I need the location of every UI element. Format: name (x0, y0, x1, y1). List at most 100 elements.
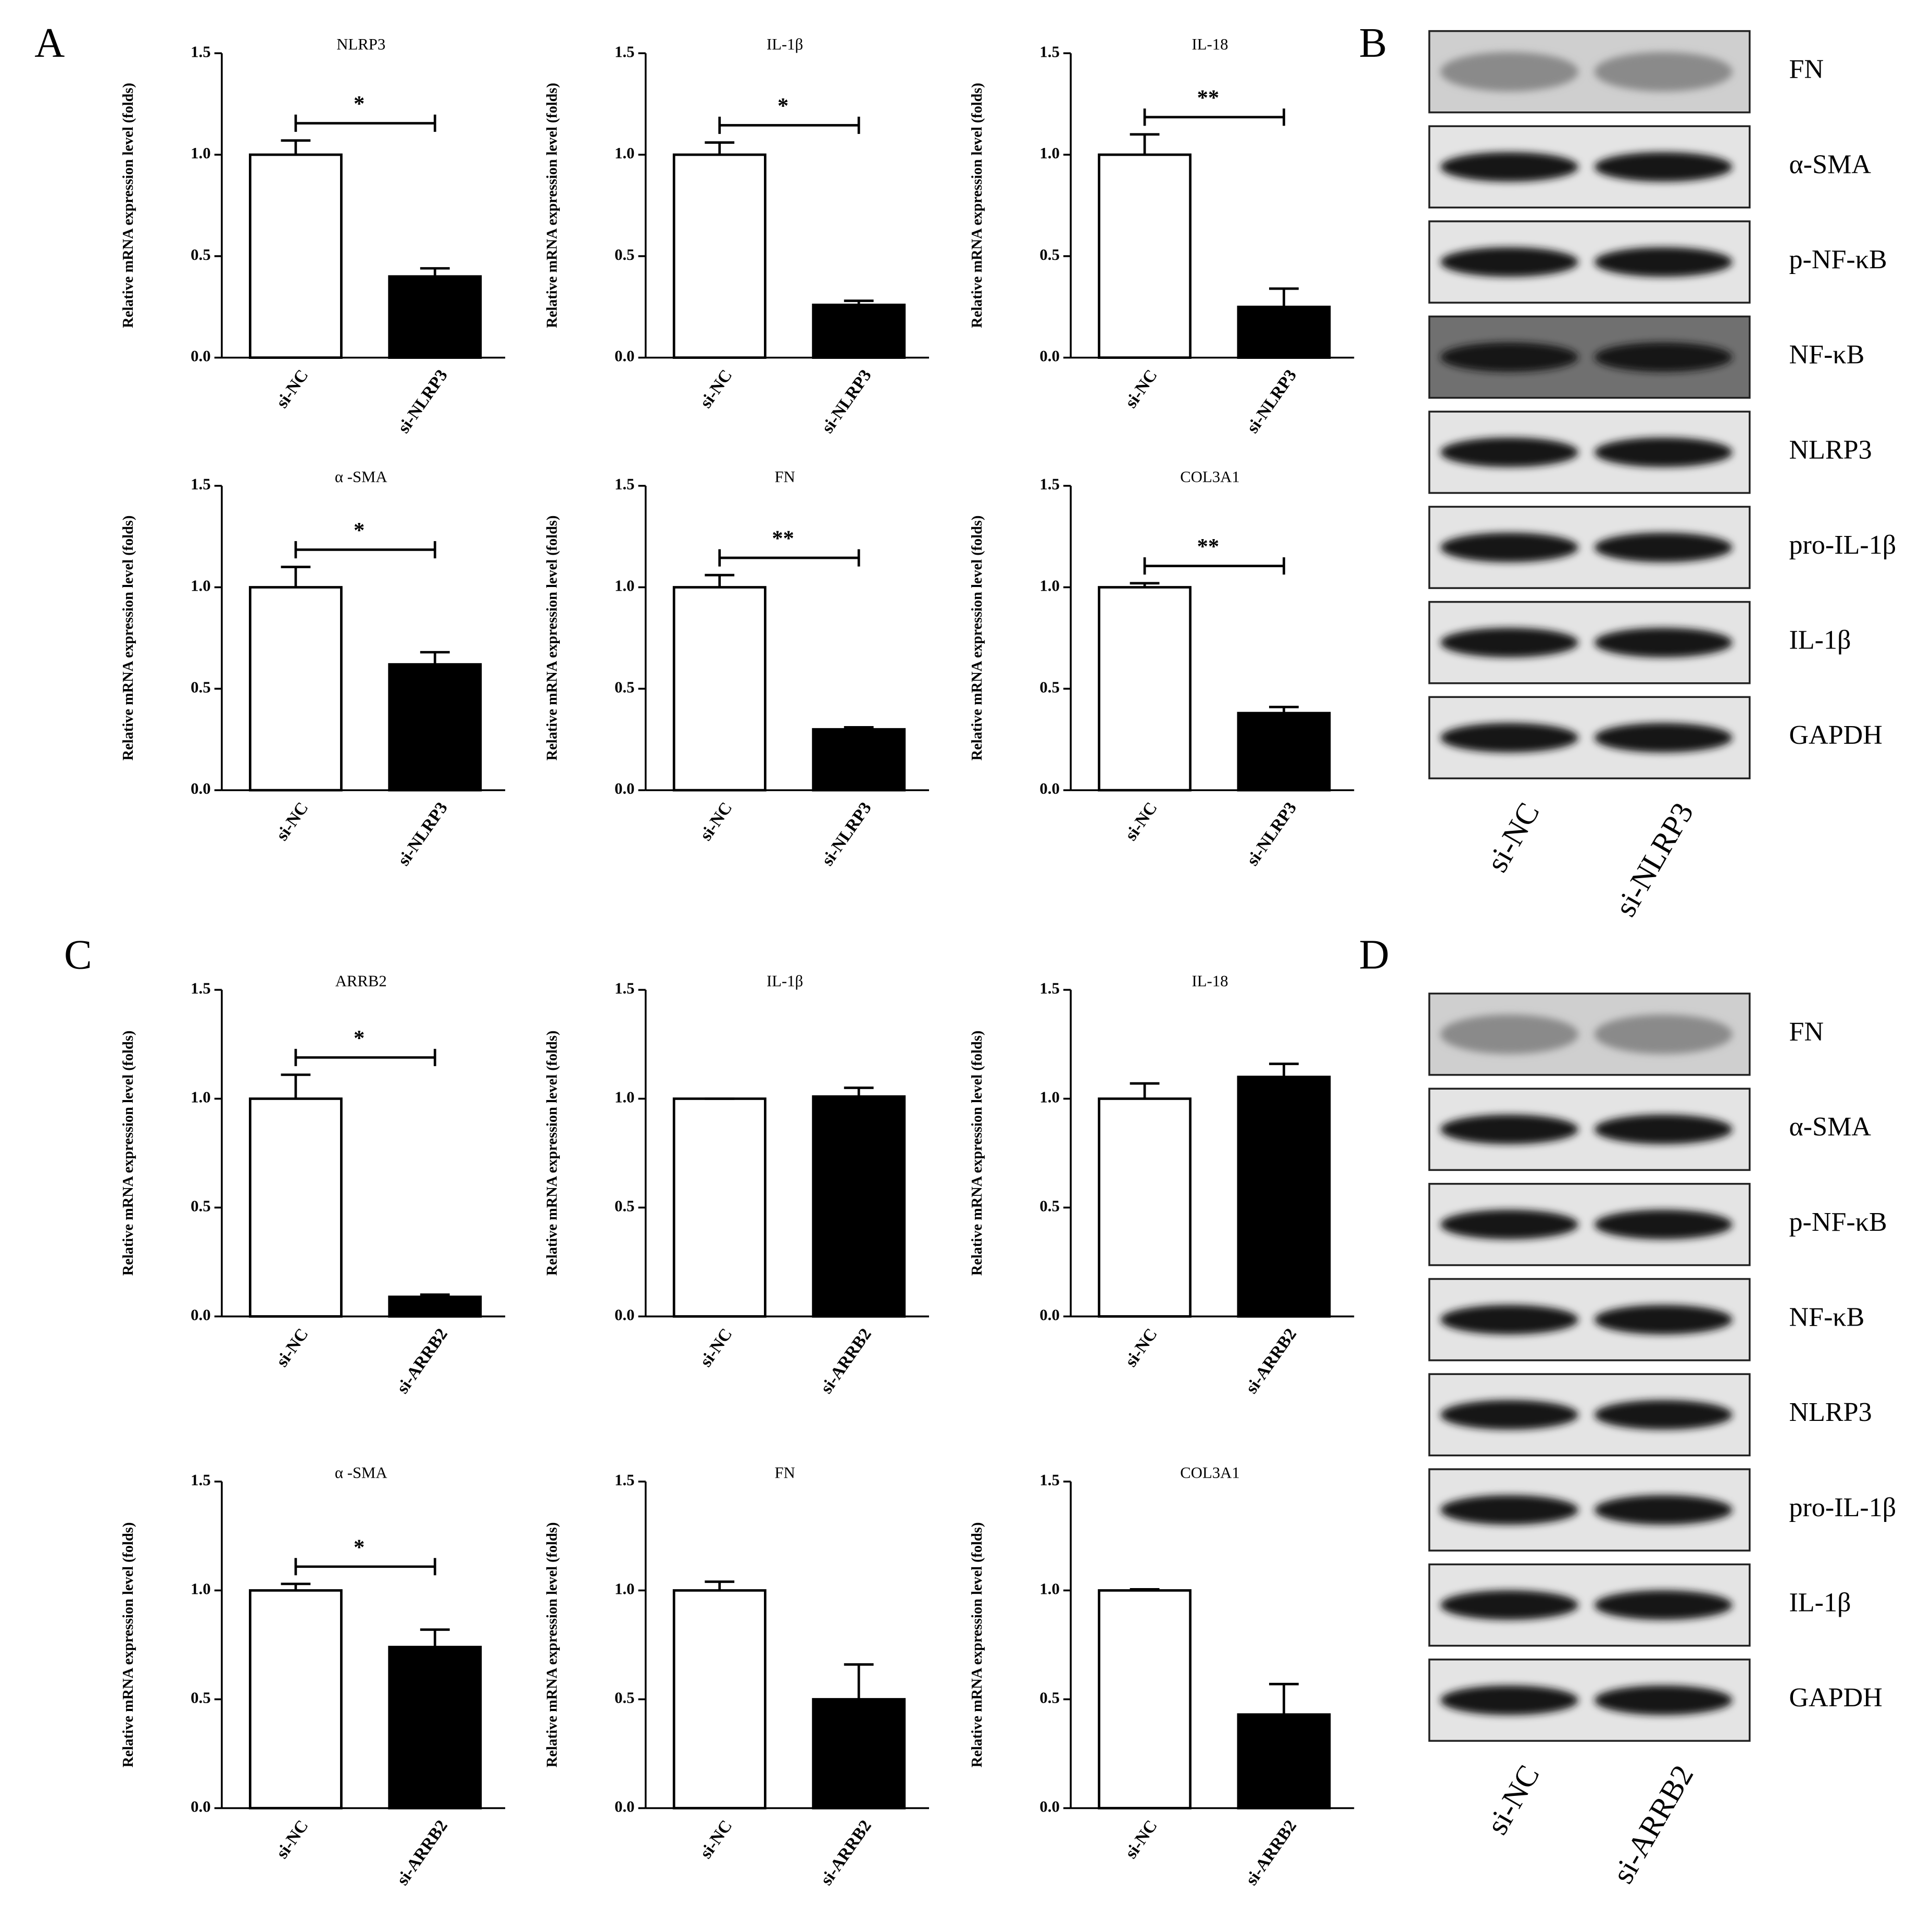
band-label: IL-1β (1789, 626, 1851, 655)
error-bar (420, 1628, 450, 1647)
bar (388, 1295, 482, 1318)
significance-bracket (1143, 557, 1285, 575)
y-tick-label: 0.5 (614, 246, 634, 264)
y-tick-label: 1.5 (1039, 1471, 1059, 1489)
bar (1237, 1076, 1331, 1318)
bar (1098, 153, 1191, 359)
y-tick-label: 1.0 (614, 144, 634, 162)
band-label: p-NF-κB (1789, 245, 1887, 274)
y-tick-label: 1.5 (614, 476, 634, 493)
y-tick-label: 1.5 (614, 43, 634, 60)
y-axis-label: Relative mRNA expression level (folds) (544, 1522, 560, 1768)
x-tick-label: si-NC (272, 1325, 312, 1371)
y-tick-label: 1.0 (614, 1088, 634, 1106)
significance-bracket (1143, 108, 1285, 126)
error-bar (705, 573, 735, 588)
y-tick-label: 1.5 (191, 476, 210, 493)
band-label: FN (1789, 55, 1824, 84)
bar (672, 153, 767, 359)
band-signal (1594, 1590, 1733, 1620)
blot-band (1428, 601, 1751, 684)
y-tick-label: 1.0 (191, 1580, 210, 1598)
bar (248, 586, 343, 792)
y-tick-label: 1.0 (614, 1580, 634, 1598)
error-bar (420, 267, 450, 277)
x-tick-label: si-NC (696, 798, 736, 844)
band-signal (1594, 1014, 1733, 1054)
significance-label: ** (772, 527, 794, 551)
error-bar (420, 1293, 450, 1297)
bar (388, 275, 482, 359)
band-signal (1440, 1495, 1578, 1525)
x-tick-label: si-NC (696, 366, 736, 412)
blot-band (1428, 1183, 1751, 1266)
y-tick-label: 0.0 (1039, 1306, 1059, 1323)
chart-title: IL-18 (1191, 35, 1228, 53)
y-tick-label: 0.0 (614, 780, 634, 797)
y-tick-label: 1.5 (191, 1471, 210, 1489)
y-tick-label: 1.5 (191, 979, 210, 997)
error-bar (844, 726, 874, 730)
band-label: NLRP3 (1789, 1397, 1872, 1427)
band-signal (1440, 722, 1578, 753)
panel-label: C (64, 932, 92, 978)
bar (248, 1097, 343, 1318)
chart-title: ARRB2 (335, 972, 387, 990)
error-bar (1269, 1063, 1299, 1077)
band-label: NLRP3 (1789, 435, 1872, 465)
blot-band (1428, 125, 1751, 209)
x-tick-label: si-NC (1121, 1817, 1161, 1863)
x-tick-label: si-NC (1121, 798, 1161, 844)
y-tick-label: 0.5 (191, 246, 210, 264)
error-bar (1130, 1082, 1160, 1099)
bar (672, 1589, 767, 1809)
chart-title: FN (775, 468, 795, 486)
band-signal (1440, 532, 1578, 563)
y-tick-label: 1.0 (1039, 1088, 1059, 1106)
bar (1098, 586, 1191, 792)
significance-bracket (294, 1558, 436, 1576)
x-tick-label: si-NC (272, 366, 312, 412)
bar (812, 303, 906, 359)
chart-title: COL3A1 (1180, 1464, 1239, 1481)
y-tick-label: 0.5 (1039, 678, 1059, 696)
error-bar (1269, 1682, 1299, 1715)
y-tick-label: 0.5 (191, 678, 210, 696)
y-tick-label: 0.5 (191, 1689, 210, 1707)
x-tick-label: si-ARRB2 (817, 1817, 875, 1889)
y-tick-label: 0.0 (614, 1306, 634, 1323)
bar (812, 1095, 906, 1318)
band-signal (1440, 1305, 1578, 1334)
lane-label: si-NLRP3 (1608, 797, 1700, 922)
y-tick-label: 1.5 (191, 43, 210, 60)
y-axis-label: Relative mRNA expression level (folds) (969, 1522, 985, 1768)
significance-label: * (354, 1535, 365, 1559)
bar (672, 586, 767, 792)
y-tick-label: 1.5 (1039, 476, 1059, 493)
band-label: FN (1789, 1017, 1824, 1047)
bar (812, 1698, 906, 1809)
y-tick-label: 0.0 (191, 1798, 210, 1816)
x-tick-label: si-NC (696, 1817, 736, 1863)
bar (1237, 305, 1331, 359)
bar (1237, 1713, 1331, 1809)
bar (1098, 1097, 1191, 1318)
error-bar (844, 299, 874, 305)
significance-label: * (777, 94, 788, 118)
band-signal (1594, 628, 1733, 658)
significance-label: * (354, 92, 365, 116)
band-signal (1440, 628, 1578, 658)
y-tick-label: 1.0 (614, 577, 634, 595)
x-tick-label: si-NLRP3 (818, 366, 875, 437)
band-label: pro-IL-1β (1789, 530, 1897, 560)
bar (388, 1645, 482, 1809)
error-bar (705, 1580, 735, 1591)
y-tick-label: 1.0 (1039, 144, 1059, 162)
error-bar (705, 141, 735, 155)
chart-title: α -SMA (335, 468, 387, 486)
y-axis-label: Relative mRNA expression level (folds) (120, 1031, 136, 1276)
chart-title: IL-18 (1191, 972, 1228, 990)
error-bar (281, 1582, 311, 1591)
error-bar (1269, 706, 1299, 714)
chart-title: NLRP3 (336, 35, 385, 53)
